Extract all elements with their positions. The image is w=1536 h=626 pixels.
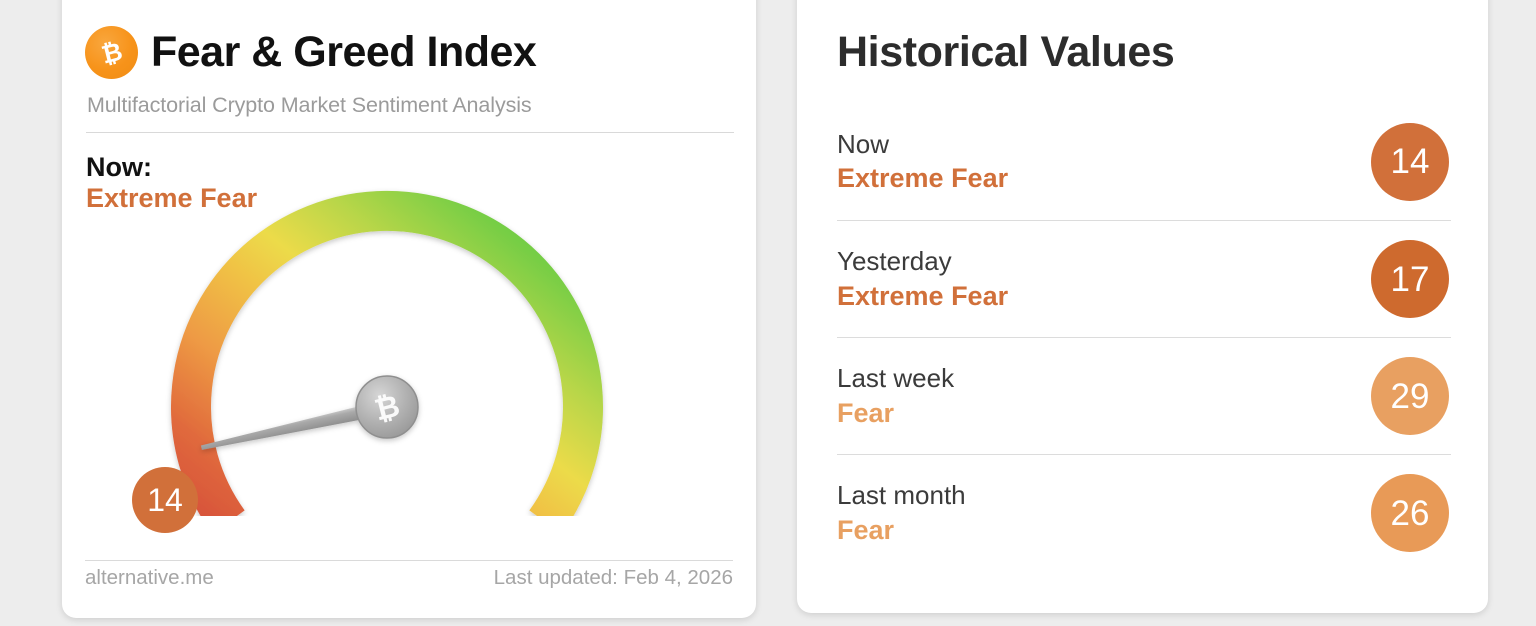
table-row: Yesterday Extreme Fear 17 bbox=[837, 220, 1451, 337]
historical-values-title: Historical Values bbox=[837, 28, 1175, 76]
bitcoin-icon: ₿ bbox=[85, 26, 138, 79]
period-label: Last week bbox=[837, 363, 955, 394]
period-label: Yesterday bbox=[837, 246, 952, 277]
fear-greed-gauge-card: ₿ Fear & Greed Index Multifactorial Cryp… bbox=[62, 0, 756, 618]
page-title: Fear & Greed Index bbox=[151, 28, 537, 76]
classification-label: Fear bbox=[837, 397, 895, 428]
status-badge: 29 bbox=[1371, 357, 1449, 436]
now-block: Now: Extreme Fear bbox=[86, 152, 726, 216]
table-row: Last month Fear 26 bbox=[837, 454, 1451, 571]
classification-label: Extreme Fear bbox=[837, 163, 1009, 194]
status-badge: 17 bbox=[1371, 240, 1449, 319]
status-badge: 26 bbox=[1371, 474, 1449, 553]
header-divider bbox=[86, 132, 734, 133]
gauge-chart: ₿ 14 bbox=[85, 166, 733, 533]
status-badge: 14 bbox=[1371, 122, 1449, 201]
table-row: Now Extreme Fear 14 bbox=[837, 103, 1451, 220]
gauge-card-header: ₿ Fear & Greed Index bbox=[85, 26, 726, 79]
table-row: Last week Fear 29 bbox=[837, 337, 1451, 454]
classification-label: Fear bbox=[837, 514, 895, 545]
gauge-value-badge: 14 bbox=[132, 467, 198, 533]
source-link[interactable]: alternative.me bbox=[85, 566, 214, 589]
classification-label: Extreme Fear bbox=[837, 280, 1009, 311]
historical-values-card: Historical Values Now Extreme Fear 14 Ye… bbox=[797, 0, 1488, 613]
page-subtitle: Multifactorial Crypto Market Sentiment A… bbox=[87, 93, 532, 117]
last-updated-text: Last updated: Feb 4, 2026 bbox=[493, 566, 733, 589]
svg-text:₿: ₿ bbox=[98, 37, 125, 69]
historical-values-list: Now Extreme Fear 14 Yesterday Extreme Fe… bbox=[837, 103, 1451, 571]
period-label: Last month bbox=[837, 480, 966, 511]
now-label: Now: bbox=[86, 152, 152, 182]
footer-divider bbox=[85, 560, 733, 561]
period-label: Now bbox=[837, 128, 890, 159]
gauge-card-footer: alternative.me Last updated: Feb 4, 2026 bbox=[85, 566, 733, 590]
now-classification: Extreme Fear bbox=[86, 183, 258, 214]
